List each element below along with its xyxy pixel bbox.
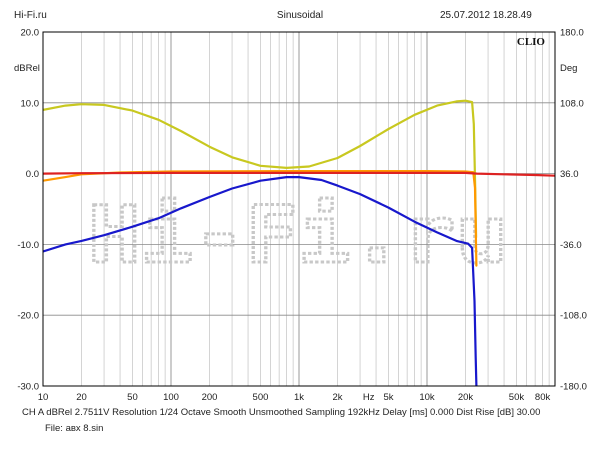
x-tick-label: 50k [509,392,525,403]
plot-frame [42,31,556,387]
y-tick-label-right: 36.0 [560,169,579,180]
x-tick-label: 50 [127,392,138,403]
header-datetime: 25.07.2012 18.28.49 [440,10,532,21]
y-tick-label-right: 180.0 [560,28,584,39]
clio-logo: CLIO [517,36,546,48]
x-axis-unit-label: Hz [363,392,375,403]
x-ticks: 10 20 50 100 200 500 1k 2k 5k 10k 20k 50k 80k Hz [38,392,551,403]
series-line-1 [43,99,478,239]
y-ticks-left: 20.0 10.0 0.0 -10.0 -20.0 -30.0 [17,28,39,393]
x-tick-label: 10k [419,392,435,403]
series-line-3 [43,171,555,177]
y-tick-label-left: -30.0 [17,382,39,393]
series-line-2 [43,170,478,267]
x-tick-label: 10 [38,392,49,403]
x-tick-label: 1k [294,392,304,403]
x-tick-label: 200 [202,392,218,403]
x-tick-label: 2k [333,392,343,403]
y-tick-label-right: -36.0 [560,240,582,251]
series-line-4 [43,176,478,386]
header-mode: Sinusoidal [276,10,324,21]
y-axis-label-left: dBRel [14,63,40,74]
y-axis-label-right: Deg [560,63,578,74]
x-tick-label: 20 [76,392,87,403]
watermark: Hi-Fi.ru [88,191,508,281]
footer-file: File: авх 8.sin [45,423,104,434]
y-tick-label-left: 0.0 [26,169,39,180]
y-ticks-right: 180.0 108.0 36.0 -36.0 -108.0 -180.0 [560,28,587,393]
x-tick-label: 100 [163,392,179,403]
series-layer [43,99,555,386]
y-tick-label-left: 10.0 [21,98,40,109]
y-tick-label-right: -108.0 [560,311,587,322]
y-tick-label-right: 108.0 [560,98,584,109]
y-tick-label-left: 20.0 [21,28,40,39]
x-tick-label: 20k [458,392,474,403]
y-tick-label-left: -10.0 [17,240,39,251]
x-tick-label: 5k [383,392,393,403]
x-tick-label: 500 [253,392,269,403]
y-tick-label-right: -180.0 [560,382,587,393]
y-tick-label-left: -20.0 [17,311,39,322]
x-tick-label: 80k [535,392,551,403]
footer-settings: CH A dBRel 2.7511V Resolution 1/24 Octav… [22,407,541,418]
header-site: Hi-Fi.ru [14,10,47,21]
